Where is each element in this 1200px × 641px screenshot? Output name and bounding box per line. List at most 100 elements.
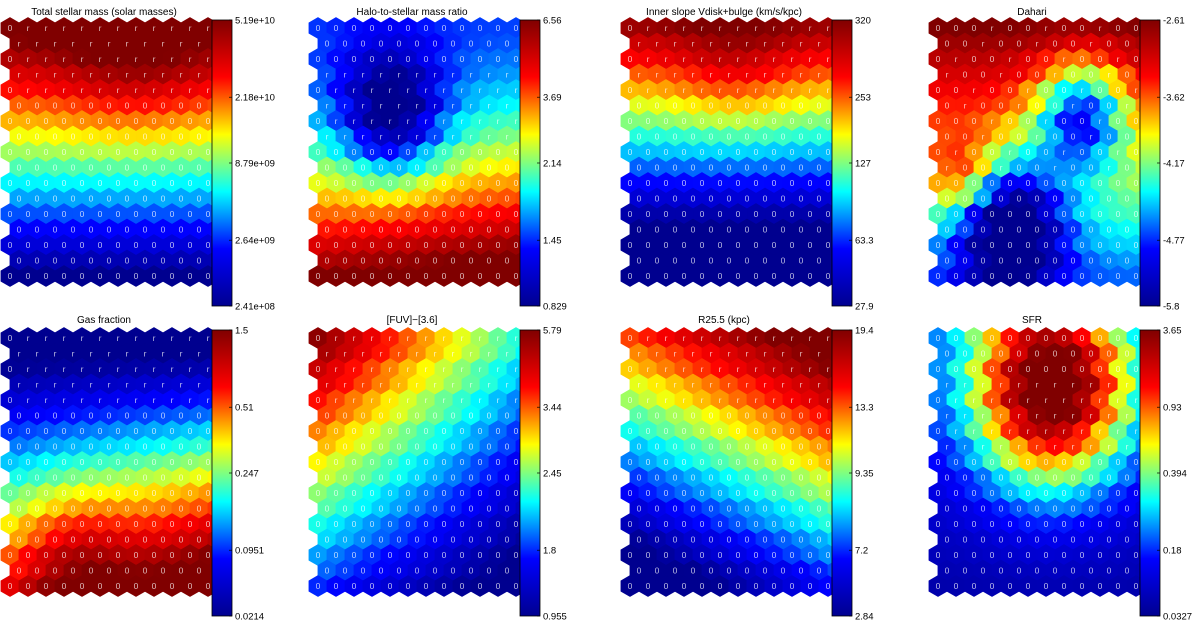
- cell-label: 0: [325, 225, 330, 235]
- cell-label: r: [470, 349, 473, 359]
- cell-label: 0: [496, 426, 501, 436]
- cell-label: r: [443, 116, 446, 126]
- cell-label: 0: [179, 101, 184, 111]
- cell-label: 0: [1035, 504, 1040, 514]
- cell-label: 0: [682, 271, 687, 281]
- cell-label: 0: [424, 581, 429, 591]
- cell-label: 0: [781, 566, 786, 576]
- cell-label: r: [117, 85, 120, 95]
- cell-label: 0: [963, 225, 968, 235]
- cell-label: 0: [718, 457, 723, 467]
- cell-label: 0: [745, 411, 750, 421]
- cell-label: 0: [628, 54, 633, 64]
- cell-label: 0: [754, 271, 759, 281]
- cell-label: 0: [1098, 488, 1103, 498]
- cell-label: 0: [772, 550, 777, 560]
- cell-label: 0: [125, 163, 130, 173]
- cell-label: 0: [62, 116, 67, 126]
- cell-label: r: [1027, 395, 1030, 405]
- cell-label: r: [207, 364, 210, 374]
- cell-label: 0: [424, 519, 429, 529]
- cell-label: 0: [745, 504, 750, 514]
- cell-label: 0: [334, 271, 339, 281]
- cell-label: 0: [361, 535, 366, 545]
- cell-label: 0: [1035, 349, 1040, 359]
- cell-label: 0: [17, 442, 22, 452]
- cell-label: 0: [487, 256, 492, 266]
- cell-label: 0: [673, 566, 678, 576]
- cell-label: r: [692, 349, 695, 359]
- cell-label: r: [144, 39, 147, 49]
- cell-label: 0: [1044, 209, 1049, 219]
- cell-label: 0: [152, 581, 157, 591]
- cell-label: 0: [954, 488, 959, 498]
- cell-label: r: [791, 54, 794, 64]
- cell-label: 0: [80, 147, 85, 157]
- cell-label: 0: [460, 271, 465, 281]
- cell-label: 0: [8, 240, 13, 250]
- cell-label: 0: [1134, 116, 1139, 126]
- cell-label: 0: [514, 271, 519, 281]
- cell-label: r: [398, 70, 401, 80]
- colorbar-tick-label: 0.0951: [235, 546, 264, 557]
- colorbar: [520, 20, 540, 306]
- cell-label: 0: [628, 209, 633, 219]
- cell-label: 0: [700, 240, 705, 250]
- cell-label: 0: [469, 411, 474, 421]
- cell-label: 0: [727, 101, 732, 111]
- cell-label: 0: [53, 442, 58, 452]
- cell-label: 0: [700, 457, 705, 467]
- cell-label: r: [380, 132, 383, 142]
- cell-label: 0: [1116, 240, 1121, 250]
- cell-label: 0: [727, 163, 732, 173]
- cell-label: 0: [53, 535, 58, 545]
- cell-label: 0: [972, 178, 977, 188]
- cell-label: 0: [388, 550, 393, 560]
- cell-label: 0: [370, 457, 375, 467]
- cell-label: r: [470, 132, 473, 142]
- cell-label: 0: [637, 411, 642, 421]
- cell-label: 0: [71, 225, 76, 235]
- cell-label: 0: [469, 504, 474, 514]
- cell-label: 0: [718, 581, 723, 591]
- cell-label: 0: [936, 488, 941, 498]
- cell-label: 0: [107, 101, 112, 111]
- cell-label: r: [27, 395, 30, 405]
- cell-label: r: [326, 349, 329, 359]
- cell-label: 0: [963, 535, 968, 545]
- cell-label: 0: [1134, 488, 1139, 498]
- cell-label: 0: [1107, 225, 1112, 235]
- cell-label: r: [497, 395, 500, 405]
- cell-label: 0: [1053, 101, 1058, 111]
- cell-label: r: [991, 395, 994, 405]
- cell-label: 0: [62, 240, 67, 250]
- cell-label: 0: [125, 535, 130, 545]
- cell-label: 0: [325, 39, 330, 49]
- colorbar-tick-label: 0.51: [235, 403, 254, 414]
- cell-label: 0: [945, 132, 950, 142]
- cell-label: 0: [999, 535, 1004, 545]
- cell-label: 0: [945, 349, 950, 359]
- cell-label: 0: [316, 581, 321, 591]
- cell-label: 0: [954, 457, 959, 467]
- cell-label: 0: [505, 163, 510, 173]
- cell-label: r: [362, 101, 365, 111]
- cell-label: r: [982, 39, 985, 49]
- cell-label: 0: [415, 504, 420, 514]
- cell-label: r: [81, 85, 84, 95]
- cell-label: r: [162, 380, 165, 390]
- cell-label: 0: [80, 178, 85, 188]
- cell-label: 0: [17, 132, 22, 142]
- cell-label: r: [162, 39, 165, 49]
- cell-label: r: [189, 54, 192, 64]
- cell-label: 0: [1116, 488, 1121, 498]
- cell-label: 0: [1089, 194, 1094, 204]
- cell-label: 0: [143, 225, 148, 235]
- cell-label: 0: [972, 333, 977, 343]
- cell-label: 0: [754, 116, 759, 126]
- cell-label: r: [737, 333, 740, 343]
- cell-label: 0: [646, 488, 651, 498]
- cell-label: r: [335, 395, 338, 405]
- cell-label: 0: [1134, 364, 1139, 374]
- cell-label: r: [27, 364, 30, 374]
